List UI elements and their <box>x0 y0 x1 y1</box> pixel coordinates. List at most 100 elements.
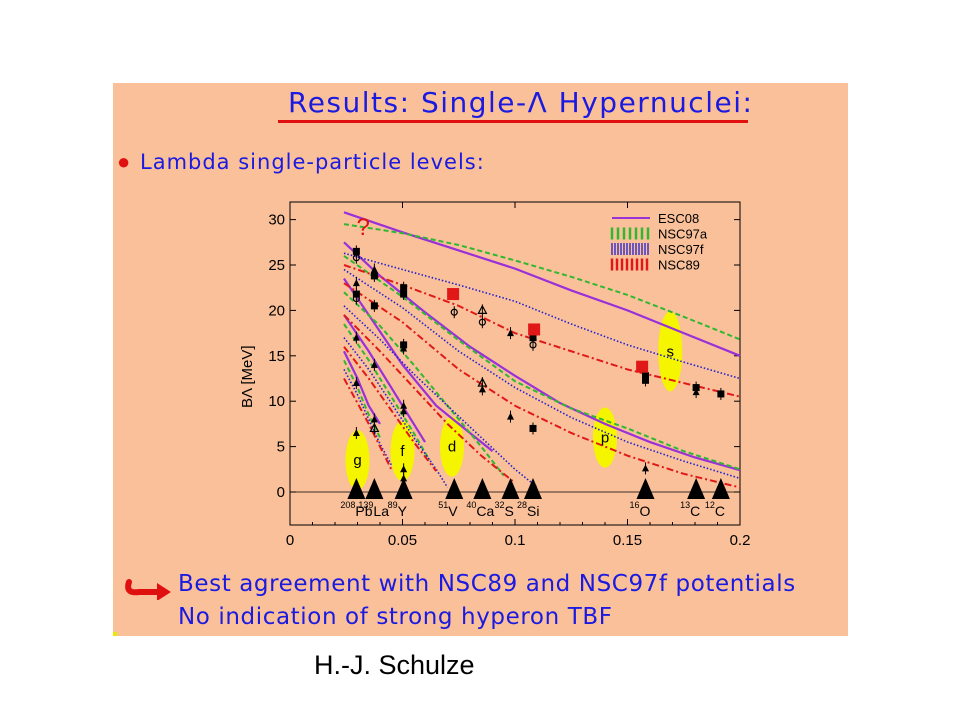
shell-label-p: p <box>601 430 609 447</box>
curve-nsc97a-d <box>343 291 505 477</box>
data-point-triangle <box>352 333 360 341</box>
y-axis-label: BΛ [MeV] <box>239 345 256 408</box>
red-square-point <box>447 288 460 301</box>
shell-highlight-s <box>658 311 683 392</box>
ground-state-marker <box>711 478 730 499</box>
nucleus-label-la: 139La <box>358 500 389 519</box>
data-point-triangle <box>352 428 360 436</box>
data-point-triangle <box>400 407 408 415</box>
ground-state-marker <box>473 478 492 499</box>
data-point-triangle <box>400 474 408 482</box>
data-point-triangle <box>642 464 649 472</box>
nucleus-label-ca: 40Ca <box>466 500 494 519</box>
legend-label-nsc89: NSC89 <box>658 258 700 273</box>
red-square-point <box>636 360 649 373</box>
data-point-square <box>352 247 360 255</box>
data-point-open-triangle <box>369 422 380 433</box>
data-point-triangle <box>370 265 378 273</box>
x-tick-label: 0.2 <box>730 532 751 549</box>
conclusion-line-2: No indication of strong hyperon TBF <box>178 604 613 630</box>
x-tick-label: 0.05 <box>388 532 417 549</box>
data-point-circle <box>352 294 360 303</box>
shell-label-f: f <box>400 443 405 460</box>
curve-nsc89-s <box>343 264 741 398</box>
bullet-text: Lambda single-particle levels: <box>140 150 485 174</box>
legend-label-nsc97f: NSC97f <box>658 242 704 257</box>
data-point-triangle <box>400 465 408 473</box>
bullet-icon: ● <box>117 149 131 174</box>
red-square-point <box>528 323 541 336</box>
nucleus-label-si: 28Si <box>517 500 539 519</box>
data-point-circle <box>450 308 458 316</box>
nucleus-label-y: 89Y <box>388 500 408 519</box>
ground-state-marker <box>687 478 706 499</box>
y-tick-label: 20 <box>268 302 285 319</box>
corner-marker <box>113 632 117 636</box>
data-point-triangle <box>507 412 514 420</box>
ground-state-marker <box>501 478 520 499</box>
curve-nsc89-g <box>343 378 393 470</box>
ground-state-marker <box>636 478 655 499</box>
data-point-square <box>400 290 408 298</box>
curve-nsc89-p <box>343 282 741 489</box>
curve-nsc89-f <box>343 346 438 472</box>
curve-esc08-d <box>343 278 494 452</box>
data-point-square <box>717 390 725 398</box>
curve-esc08-f <box>343 314 426 443</box>
curve-nsc97a-f <box>343 323 431 461</box>
ground-state-marker <box>365 478 384 499</box>
author-name: H.-J. Schulze <box>314 650 475 680</box>
curve-nsc97f-d <box>343 305 539 489</box>
x-tick-label: 0.15 <box>613 532 642 549</box>
curve-nsc97f-s <box>343 252 741 380</box>
nucleus-label-c: 12C <box>705 500 725 519</box>
shell-highlight-g <box>345 430 370 491</box>
y-tick-label: 10 <box>268 393 285 410</box>
ground-state-marker <box>347 478 366 499</box>
nucleus-label-v: 51V <box>438 500 458 519</box>
data-point-triangle <box>692 388 700 396</box>
shell-label-g: g <box>353 452 361 469</box>
ground-state-marker <box>445 478 464 499</box>
y-tick-label: 25 <box>268 257 285 274</box>
curve-nsc97a-p <box>343 255 741 471</box>
y-tick-label: 30 <box>268 212 285 229</box>
legend-label-esc08: ESC08 <box>658 211 699 226</box>
slide-title: Results: Single-Λ Hypernuclei: <box>288 86 754 119</box>
title-underline <box>278 120 748 123</box>
data-point-circle <box>478 318 486 326</box>
data-point-square <box>400 284 408 292</box>
y-tick-label: 0 <box>277 484 285 501</box>
y-tick-label: 5 <box>277 439 285 456</box>
nucleus-label-c: 13C <box>680 500 700 519</box>
curve-nsc97a-s <box>343 223 741 341</box>
ground-state-marker <box>524 478 542 499</box>
curve-nsc97f-p <box>343 268 741 480</box>
nucleus-label-pb: 208Pb <box>340 500 372 519</box>
data-point-square <box>370 272 378 280</box>
data-point-open-triangle <box>477 304 488 314</box>
data-point-triangle <box>370 360 378 368</box>
data-point-square <box>529 424 537 432</box>
data-point-triangle <box>352 379 360 387</box>
shell-label-d: d <box>448 439 456 456</box>
data-point-triangle <box>352 279 360 287</box>
nucleus-label-o: 16O <box>630 500 651 519</box>
curve-nsc89-d <box>343 314 516 484</box>
y-tick-label: 15 <box>268 348 285 365</box>
data-point-circle <box>529 341 537 349</box>
legend-label-nsc97a: NSC97a <box>658 227 708 242</box>
data-point-triangle <box>507 329 514 337</box>
data-point-triangle <box>478 385 486 393</box>
x-tick-label: 0 <box>286 532 294 549</box>
shell-highlight-d <box>440 416 464 477</box>
slide-background <box>113 83 848 636</box>
data-point-triangle <box>370 415 378 423</box>
x-tick-label: 0.1 <box>505 532 526 549</box>
nucleus-label-s: 32S <box>495 500 514 519</box>
data-point-square <box>642 376 649 384</box>
data-point-circle <box>352 254 360 262</box>
conclusion-line-1: Best agreement with NSC89 and NSC97f pot… <box>178 571 796 597</box>
curved-arrow-icon <box>125 579 171 600</box>
